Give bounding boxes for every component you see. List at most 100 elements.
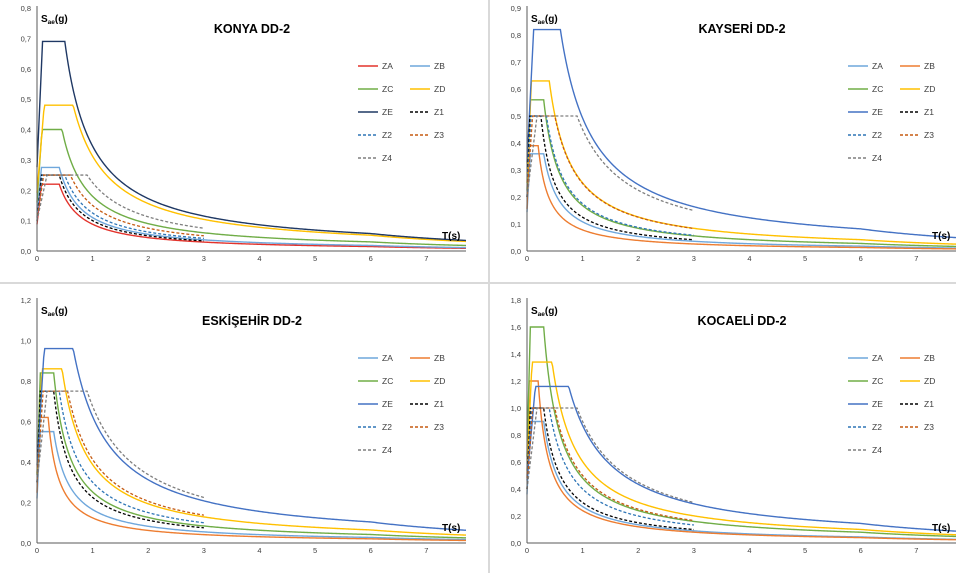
series-line-z2 (526, 115, 694, 236)
legend-label-z2: Z2 (382, 130, 392, 140)
series-line-za (526, 153, 956, 249)
x-tick-label: 4 (257, 546, 261, 555)
x-axis-label: T(s) (932, 523, 950, 534)
series-line-za (36, 430, 466, 541)
y-tick-label: 0,2 (21, 499, 31, 508)
y-tick-label: 0,1 (511, 220, 521, 229)
series-line-zc (526, 99, 956, 248)
y-axis-label-main: S (41, 14, 48, 25)
series-line-zd (36, 104, 466, 243)
x-axis-label: T(s) (442, 231, 460, 242)
legend-label-zd: ZD (434, 376, 445, 386)
x-tick-label: 6 (369, 546, 373, 555)
x-tick-label: 0 (35, 254, 39, 263)
series-line-z4 (36, 390, 205, 499)
x-axis-label: T(s) (442, 523, 460, 534)
series-line-z2 (36, 390, 204, 524)
x-tick-label: 5 (803, 546, 807, 555)
series-line-zb (36, 166, 466, 249)
x-tick-label: 0 (35, 546, 39, 555)
y-axis-label-sub: ae (538, 311, 546, 318)
y-axis-label-main: S (531, 306, 538, 317)
x-tick-label: 1 (581, 546, 585, 555)
series-line-z4 (526, 115, 695, 212)
y-tick-label: 0,9 (511, 4, 521, 13)
y-tick-label: 0,4 (511, 485, 521, 494)
legend-label-zb: ZB (924, 61, 935, 71)
series-line-zc (36, 372, 466, 539)
chart-title: ESKİŞEHİR DD-2 (202, 313, 302, 328)
x-tick-label: 3 (692, 254, 696, 263)
chart-svg: 0,00,10,20,30,40,50,60,70,8012345678Sae(… (21, 4, 466, 263)
series-line-z1 (36, 390, 204, 529)
y-tick-label: 0,0 (21, 247, 31, 256)
series-line-zc (526, 326, 956, 538)
chart-panel-konya: 0,00,10,20,30,40,50,60,70,8012345678Sae(… (0, 0, 466, 282)
y-tick-label: 0,6 (21, 418, 31, 427)
y-tick-label: 0,4 (21, 126, 31, 135)
series-line-ze (526, 385, 956, 532)
chart-svg: 0,00,20,40,60,81,01,2012345678Sae(g)ESKİ… (21, 296, 466, 555)
legend-label-zb: ZB (924, 353, 935, 363)
legend-label-z2: Z2 (872, 130, 882, 140)
x-tick-label: 5 (313, 546, 317, 555)
legend-label-z4: Z4 (872, 153, 882, 163)
legend-label-z4: Z4 (382, 153, 392, 163)
legend-label-z3: Z3 (434, 130, 444, 140)
series-line-ze (36, 40, 466, 242)
x-tick-label: 4 (747, 546, 751, 555)
y-tick-label: 1,4 (511, 350, 521, 359)
series-line-za (36, 183, 466, 250)
chart-panel-kocaeli: 0,00,20,40,60,81,01,21,41,61,8012345678S… (490, 292, 956, 574)
series-line-ze (526, 28, 956, 239)
legend-label-zb: ZB (434, 61, 445, 71)
legend-label-zc: ZC (382, 84, 393, 94)
y-tick-label: 0,2 (511, 512, 521, 521)
x-tick-label: 7 (914, 546, 918, 555)
legend-label-z1: Z1 (434, 399, 444, 409)
x-tick-label: 2 (146, 546, 150, 555)
y-tick-label: 0,2 (511, 193, 521, 202)
y-tick-label: 0,4 (21, 458, 31, 467)
legend-label-z4: Z4 (872, 445, 882, 455)
series-line-zd (526, 80, 956, 245)
legend-label-za: ZA (872, 61, 883, 71)
legend-label-z3: Z3 (434, 422, 444, 432)
legend-label-z1: Z1 (924, 107, 934, 117)
legend-label-zc: ZC (872, 376, 883, 386)
y-tick-label: 0,6 (21, 65, 31, 74)
y-tick-label: 0,1 (21, 217, 31, 226)
y-tick-label: 0,5 (21, 95, 31, 104)
y-tick-label: 0,0 (511, 539, 521, 548)
series-line-zb (36, 416, 466, 542)
chart-title: KAYSERİ DD-2 (698, 21, 785, 36)
legend-label-za: ZA (382, 353, 393, 363)
series-line-zb (526, 145, 956, 250)
x-tick-label: 2 (636, 254, 640, 263)
chart-panel-kayseri: 0,0 0,1 0,2 0,3 0,4 0,5 0,6 0,7 0,8 0,9 0 1 2 3 4 5 6 7 Sa… (490, 0, 956, 282)
legend-label-zc: ZC (872, 84, 883, 94)
series-line-z2 (36, 174, 204, 239)
x-tick-label: 5 (313, 254, 317, 263)
x-tick-label: 1 (91, 254, 95, 263)
y-tick-label: 1,8 (511, 296, 521, 305)
y-tick-label: 0,8 (511, 431, 521, 440)
y-tick-label: 1,0 (511, 404, 521, 413)
legend-label-z1: Z1 (924, 399, 934, 409)
x-tick-label: 1 (581, 254, 585, 263)
y-tick-label: 0,2 (21, 186, 31, 195)
y-tick-label: 0,8 (21, 377, 31, 386)
legend-label-zc: ZC (382, 376, 393, 386)
y-axis-label-tail: (g) (545, 306, 558, 317)
x-tick-label: 6 (859, 254, 863, 263)
y-tick-label: 0,4 (511, 139, 521, 148)
y-tick-label: 0,8 (21, 4, 31, 13)
y-axis-label-tail: (g) (55, 306, 68, 317)
legend-label-z2: Z2 (382, 422, 392, 432)
y-tick-label: 0,6 (511, 85, 521, 94)
x-tick-label: 7 (914, 254, 918, 263)
x-tick-label: 1 (91, 546, 95, 555)
legend-label-ze: ZE (382, 399, 393, 409)
series-line-z1 (526, 407, 694, 531)
y-tick-label: 0,6 (511, 458, 521, 467)
